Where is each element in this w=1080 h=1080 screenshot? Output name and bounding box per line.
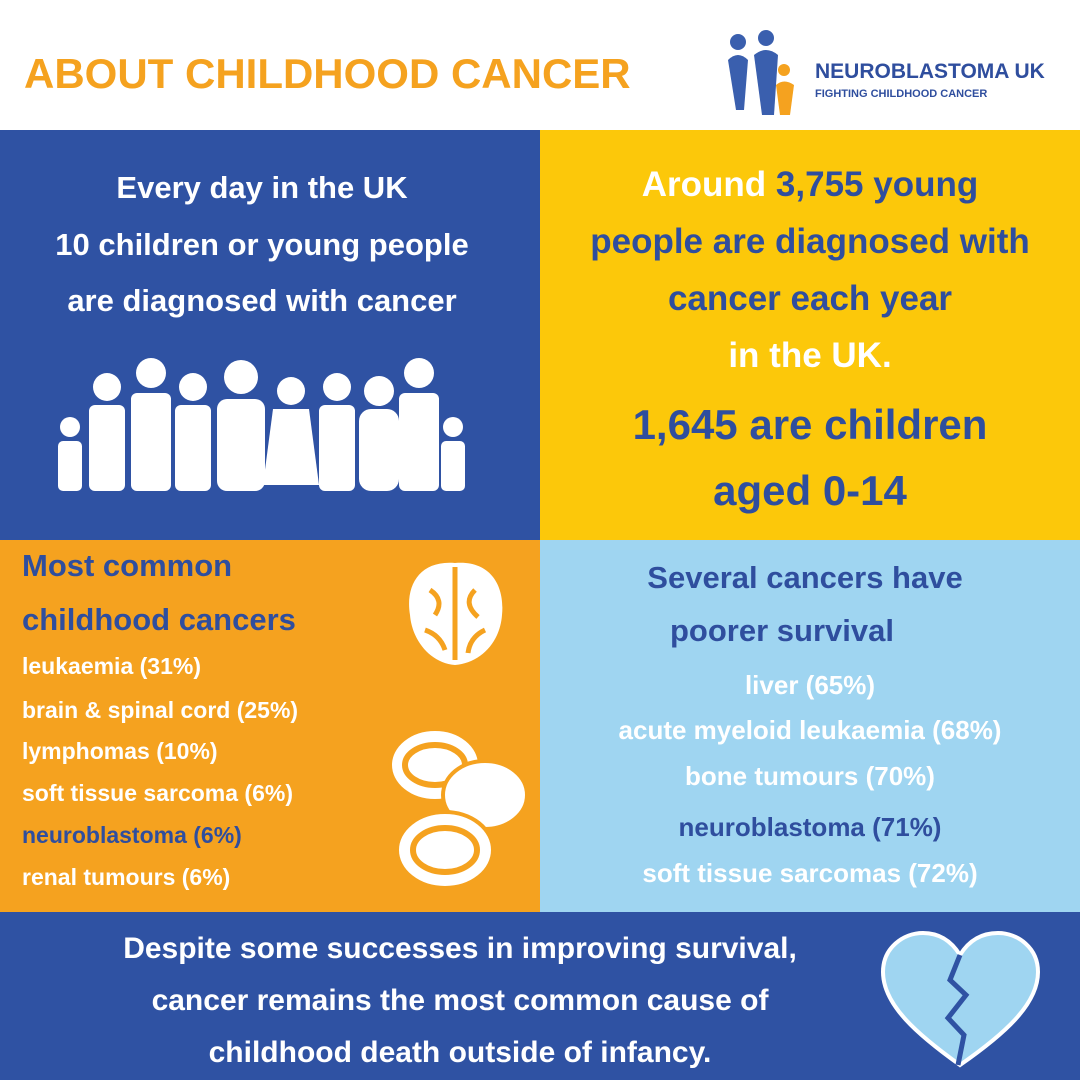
yearly-line: in the UK. (728, 336, 892, 375)
yearly-lead: Around 3,755 young (642, 165, 978, 205)
survival-item: soft tissue sarcomas (72%) (642, 858, 978, 888)
yearly-line: people are diagnosed with (590, 222, 1030, 261)
logo-icon (728, 30, 794, 115)
daily-line: are diagnosed with cancer (67, 283, 457, 318)
broken-heart-icon (880, 930, 1041, 1068)
survival-heading: Several cancers have (647, 560, 963, 595)
common-heading: Most common (22, 548, 233, 583)
common-item: brain & spinal cord (25%) (22, 697, 299, 723)
yearly-stat: aged 0-14 (713, 467, 907, 514)
yearly-line: cancer each year (667, 279, 953, 318)
footer-line: childhood death outside of infancy. (208, 1036, 712, 1069)
yearly-lead-text: Around (641, 165, 767, 204)
common-item: renal tumours (6%) (22, 864, 231, 890)
survival-item: bone tumours (70%) (685, 761, 935, 791)
yearly-stat: 1,645 are children (632, 401, 988, 448)
common-item: soft tissue sarcoma (6%) (22, 780, 293, 806)
cells-icon (388, 727, 529, 890)
yearly-panel (540, 130, 1080, 540)
logo-tagline: FIGHTING CHILDHOOD CANCER (815, 88, 988, 100)
survival-item: neuroblastoma (71%) (678, 812, 942, 842)
brain-icon (409, 562, 503, 665)
survival-heading: poorer survival (670, 613, 894, 648)
survival-item: liver (65%) (744, 670, 876, 700)
footer-line: cancer remains the most common cause of (151, 984, 769, 1017)
common-heading: childhood cancers (22, 602, 296, 637)
common-item: leukaemia (31%) (22, 653, 201, 679)
yearly-highlight: 3,755 young (775, 165, 979, 204)
footer-line: Despite some successes in improving surv… (123, 932, 797, 965)
daily-line: Every day in the UK (116, 170, 408, 205)
people-icon (58, 358, 465, 491)
common-item: lymphomas (10%) (22, 738, 218, 764)
logo-name: NEUROBLASTOMA UK (815, 60, 1045, 83)
common-item: neuroblastoma (6%) (22, 822, 242, 848)
title: ABOUT CHILDHOOD CANCER (24, 50, 631, 97)
survival-panel (540, 540, 1080, 912)
daily-line: 10 children or young people (55, 227, 469, 262)
survival-item: acute myeloid leukaemia (68%) (618, 715, 1002, 745)
